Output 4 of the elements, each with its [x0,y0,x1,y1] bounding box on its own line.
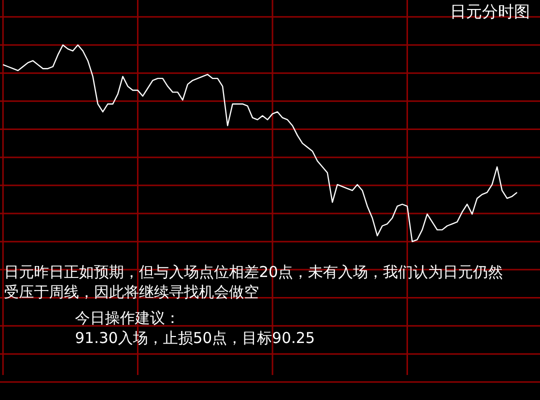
text: 日元昨日正如预期，但与入场点位相差20点，未有入场，我们认为日元仍然受压于周线，因此将继续寻找机会做空 [4,262,504,302]
chart-title: 日元分时图 [450,2,530,23]
text: 91.30入场，止损50点，目标90.25 [75,328,315,348]
text: 今日操作建议： [75,308,180,328]
